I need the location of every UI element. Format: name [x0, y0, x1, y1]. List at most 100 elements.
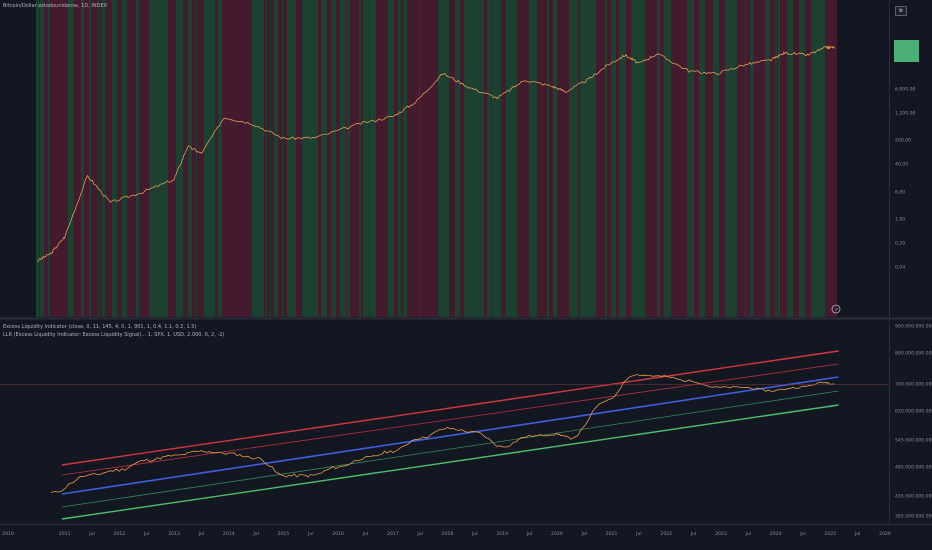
- regime-stripe: [572, 0, 578, 317]
- regime-stripe: [172, 0, 174, 317]
- regime-stripe: [544, 0, 547, 317]
- price-axis-tick: 0,20: [895, 240, 905, 246]
- regime-stripe: [44, 0, 48, 317]
- regime-stripe: [139, 0, 142, 317]
- regime-stripe: [592, 0, 596, 317]
- regime-stripe: [455, 0, 456, 317]
- regime-stripe: [438, 0, 440, 317]
- regime-stripe: [456, 0, 460, 317]
- regime-stripe: [517, 0, 520, 317]
- regime-stripe: [149, 0, 151, 317]
- indicator-axis: 900.000.000.000000 800.000.000.000000 700.…: [0, 324, 932, 520]
- regime-stripe: [102, 0, 103, 317]
- price-axis-tick: 1,00: [895, 216, 905, 222]
- regime-stripe: [318, 0, 321, 317]
- regime-stripe: [626, 0, 627, 317]
- regime-stripe: [564, 0, 568, 317]
- regime-stripe: [528, 0, 529, 317]
- regime-stripe: [416, 0, 419, 317]
- regime-stripe: [738, 0, 741, 317]
- regime-stripe: [470, 0, 475, 317]
- upper-band-outer: [61, 350, 839, 466]
- regime-stripe: [246, 0, 249, 317]
- regime-stripe: [168, 0, 172, 317]
- regime-stripe: [231, 0, 233, 317]
- regime-stripe: [108, 0, 112, 317]
- regime-stripe: [398, 0, 401, 317]
- regime-stripe: [699, 0, 705, 317]
- regime-stripe: [501, 0, 505, 317]
- regime-background-stripes: [36, 0, 837, 317]
- regime-stripe: [57, 0, 62, 317]
- regime-stripe: [163, 0, 168, 317]
- price-axis-tick: 0,04: [895, 265, 905, 271]
- regime-stripe: [787, 0, 788, 317]
- regime-stripe: [737, 0, 738, 317]
- time-axis: 2010 2011 Jul 2012 Jul 2013 Jul 2014 Jul 2015 Jul 2…: [2, 531, 891, 537]
- regime-stripe: [775, 0, 777, 317]
- regime-stripe: [361, 0, 363, 317]
- regime-stripe: [184, 0, 188, 317]
- regime-stripe: [446, 0, 449, 317]
- regime-stripe: [596, 0, 597, 317]
- settings-icon[interactable]: ⚙: [895, 6, 907, 16]
- regime-stripe: [687, 0, 690, 317]
- time-axis-tick: Jul: [526, 531, 533, 537]
- regime-stripe: [741, 0, 745, 317]
- regime-stripe: [213, 0, 215, 317]
- regime-stripe: [48, 0, 50, 317]
- regime-stripe: [561, 0, 564, 317]
- regime-stripe: [810, 0, 811, 317]
- time-axis-tick: Jul: [362, 531, 369, 537]
- regime-stripe: [532, 0, 537, 317]
- indicator-axis-tick: 620.000.000.000000: [895, 409, 932, 415]
- regime-stripe: [777, 0, 778, 317]
- regime-stripe: [657, 0, 660, 317]
- indicator-axis-tick: 485.000.000.000000: [895, 465, 932, 471]
- price-axis-tick: 40,00: [895, 161, 908, 167]
- regime-stripe: [267, 0, 268, 317]
- time-axis-tick: Jul: [198, 531, 205, 537]
- regime-stripe: [815, 0, 819, 317]
- regime-stripe: [505, 0, 506, 317]
- time-axis-tick: 2025: [824, 531, 836, 537]
- indicator-legend-1[interactable]: Excess Liquidity Indicator (close, 0, 11…: [3, 324, 197, 330]
- regime-stripe: [462, 0, 464, 317]
- regime-stripe: [633, 0, 636, 317]
- indicator-axis-tick: 900.000.000.000000: [895, 324, 932, 330]
- regime-stripe: [619, 0, 622, 317]
- regime-stripe: [380, 0, 385, 317]
- last-price-tag: [894, 40, 919, 62]
- regime-stripe: [711, 0, 713, 317]
- regime-stripe: [340, 0, 346, 317]
- regime-stripe: [278, 0, 282, 317]
- regime-stripe: [713, 0, 719, 317]
- regime-stripe: [189, 0, 192, 317]
- regime-stripe: [127, 0, 133, 317]
- regime-stripe: [529, 0, 532, 317]
- regime-stripe: [395, 0, 398, 317]
- price-axis: 6.000,00 1.200,00 200,00 40,00 6,00 1,00 0,20 0…: [895, 87, 916, 271]
- regime-stripe: [321, 0, 327, 317]
- regime-stripe: [36, 0, 39, 317]
- regime-stripe: [197, 0, 203, 317]
- indicator-legend-2[interactable]: LLR (Excess Liquidity Indicator: Excess …: [3, 332, 225, 338]
- regime-stripe: [282, 0, 283, 317]
- regime-stripe: [40, 0, 43, 317]
- regime-stripe: [681, 0, 686, 317]
- regime-stripe: [268, 0, 270, 317]
- regime-stripe: [754, 0, 758, 317]
- price-pane-title: Bitcoin/Dollar estadounidense, 1D, INDEX: [3, 3, 108, 9]
- flag-icon[interactable]: ↗: [831, 304, 841, 314]
- regime-stripe: [601, 0, 605, 317]
- regime-stripe: [252, 0, 253, 317]
- time-axis-tick: 2022: [660, 531, 672, 537]
- time-axis-tick: Jul: [854, 531, 861, 537]
- indicator-axis-tick: 800.000.000.000000: [895, 351, 932, 357]
- regime-stripe: [454, 0, 455, 317]
- regime-stripe: [645, 0, 648, 317]
- time-axis-tick: 2010: [2, 531, 14, 537]
- regime-stripe: [784, 0, 786, 317]
- regime-stripe: [669, 0, 671, 317]
